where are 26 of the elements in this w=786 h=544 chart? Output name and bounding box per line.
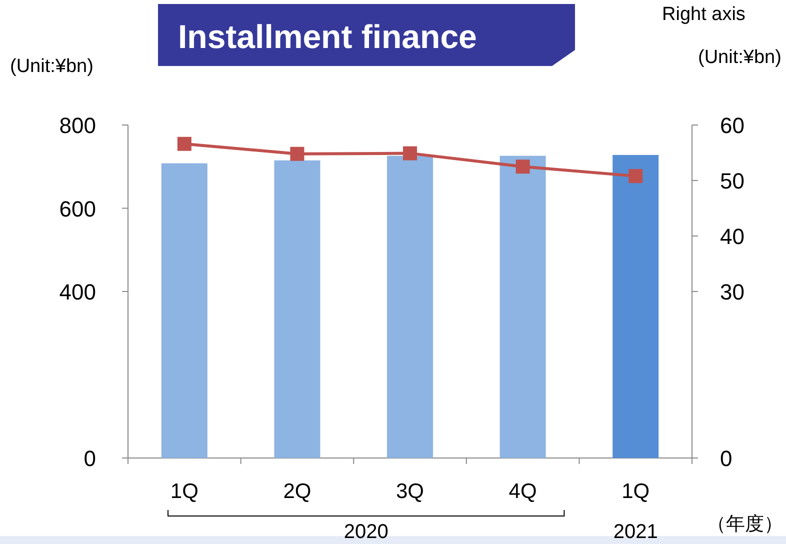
y-axis-title: (Unit:¥bn) xyxy=(10,56,94,77)
y-tick-label: 400 xyxy=(59,280,96,304)
point xyxy=(628,169,643,184)
x-tick-label: 2Q xyxy=(283,480,312,503)
point xyxy=(290,146,304,161)
point xyxy=(403,146,417,160)
text: （年度） xyxy=(707,513,783,535)
chart-title: Installment finance xyxy=(178,18,477,55)
text: Right axis xyxy=(662,4,746,25)
y2-axis-title: (Unit:¥bn) xyxy=(698,47,782,68)
y2-tick-label: 50 xyxy=(720,168,744,194)
text: 2021 xyxy=(613,521,658,543)
y2-tick-label: 0 xyxy=(720,446,732,471)
x-tick-label: 4Q xyxy=(508,480,537,503)
y2-tick-label: 30 xyxy=(720,280,744,304)
y2-tick-label: 60 xyxy=(720,113,744,138)
text: 2020 xyxy=(344,521,388,543)
y2-tick-label: 40 xyxy=(720,224,744,249)
x-tick-label: 3Q xyxy=(396,480,424,503)
x-tick-label: 1Q xyxy=(622,480,650,503)
y-tick-label: 600 xyxy=(59,196,96,222)
y-tick-label: 0 xyxy=(84,446,96,471)
x-tick-label: 1Q xyxy=(170,480,198,503)
point xyxy=(177,136,192,151)
point xyxy=(516,160,530,174)
y-tick-label: 800 xyxy=(59,113,96,138)
